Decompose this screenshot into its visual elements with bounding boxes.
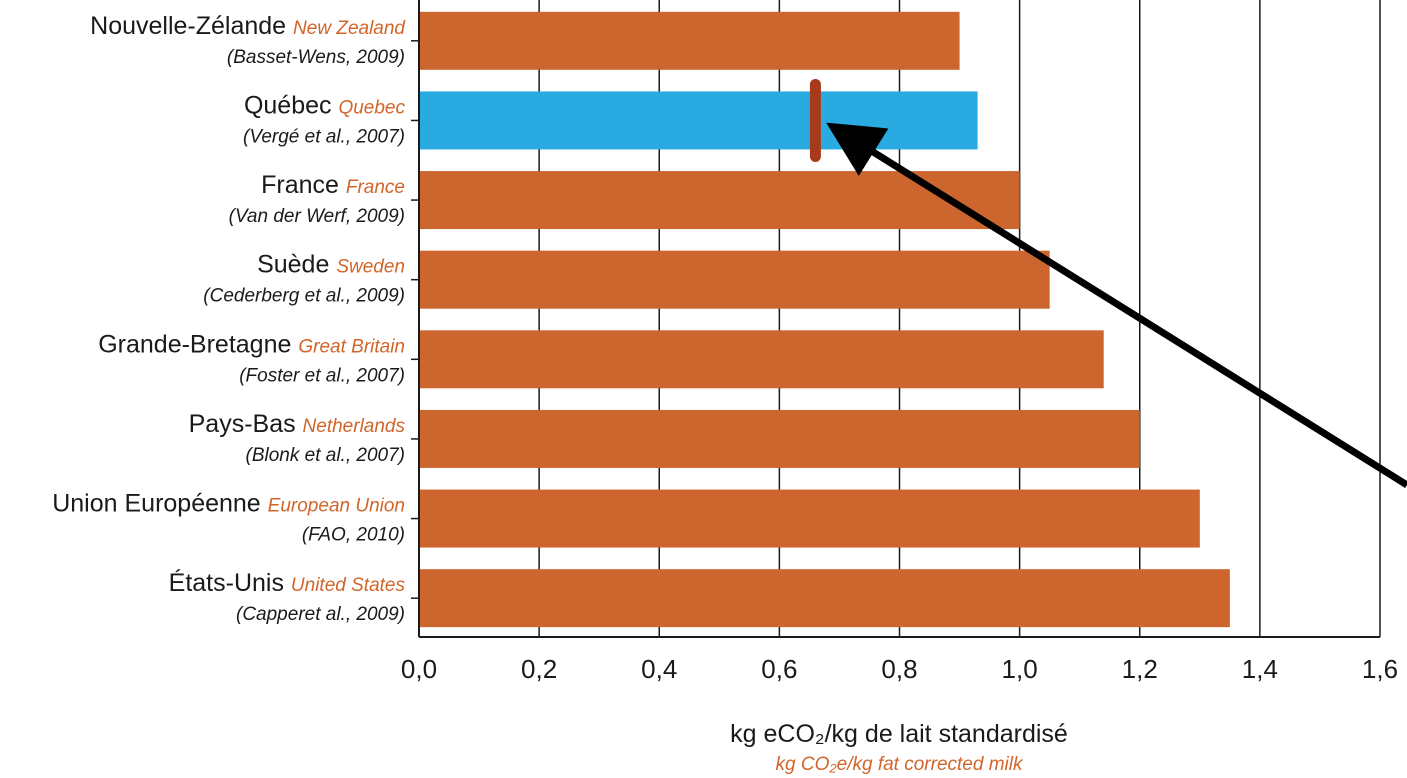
x-axis-title: kg eCO₂/kg de lait standardisé: [730, 720, 1068, 748]
category-label-english: Netherlands: [303, 416, 406, 437]
category-source: (Vergé et al., 2007): [243, 126, 405, 147]
x-tick-label: 1,6: [1362, 654, 1398, 684]
bar: [419, 409, 1140, 468]
category-label: Québec Quebec: [244, 91, 406, 119]
category-source: (Foster et al., 2007): [239, 365, 405, 386]
bars: [419, 11, 1230, 628]
category-label: États-Unis United States: [169, 568, 406, 597]
category-label-french: Pays-Bas: [189, 410, 303, 438]
category-label-french: États-Unis: [169, 568, 291, 597]
x-axis-title-english: kg CO₂e/kg fat corrected milk: [776, 754, 1024, 775]
x-tick-label: 0,8: [881, 654, 917, 684]
x-tick-label: 1,2: [1122, 654, 1158, 684]
category-source: (FAO, 2010): [302, 525, 405, 546]
category-label-french: Grande-Bretagne: [98, 330, 298, 358]
category-label-french: Québec: [244, 91, 339, 119]
category-label-english: Great Britain: [298, 336, 405, 357]
annotation: [809, 78, 1407, 488]
bar: [419, 250, 1050, 309]
category-label: Suède Sweden: [257, 251, 405, 279]
category-source: (Capperet al., 2009): [236, 604, 405, 625]
category-label: France France: [261, 171, 405, 199]
x-tick-label: 0,0: [401, 654, 437, 684]
bar: [419, 489, 1200, 548]
annotation-arrow: [826, 122, 1407, 488]
category-label-english: United States: [291, 575, 406, 596]
bar: [419, 569, 1230, 628]
category-label-english: Quebec: [338, 97, 405, 118]
category-label-french: Nouvelle-Zélande: [90, 12, 293, 40]
category-label-french: Suède: [257, 251, 336, 279]
category-source: (Van der Werf, 2009): [229, 206, 405, 227]
category-label: Union Européenne European Union: [52, 490, 405, 518]
x-tick-label: 0,2: [521, 654, 557, 684]
x-tick-label: 1,4: [1242, 654, 1278, 684]
category-label: Grande-Bretagne Great Britain: [98, 330, 405, 358]
category-source: (Basset-Wens, 2009): [227, 47, 405, 68]
x-tick-label: 0,4: [641, 654, 677, 684]
category-labels: Nouvelle-Zélande New Zealand (Basset-Wens…: [52, 12, 406, 625]
bar: [419, 11, 960, 70]
category-label: Pays-Bas Netherlands: [189, 410, 406, 438]
x-tick-label: 1,0: [1002, 654, 1038, 684]
category-label-english: France: [346, 177, 405, 198]
bar: [419, 91, 978, 150]
bar: [419, 330, 1104, 389]
x-axis: [411, 0, 1380, 638]
category-source: (Blonk et al., 2007): [246, 445, 405, 466]
category-label: Nouvelle-Zélande New Zealand: [90, 12, 406, 40]
x-tick-label: 0,6: [761, 654, 797, 684]
category-label-english: New Zealand: [293, 18, 406, 39]
category-label-english: European Union: [268, 496, 405, 517]
x-tick-labels: 0,0 0,2 0,4 0,6 0,8 1,0 1,2 1,4 1,6: [401, 654, 1398, 684]
category-label-french: Union Européenne: [52, 490, 267, 518]
category-label-english: Sweden: [336, 257, 405, 278]
bar: [419, 171, 1020, 230]
category-source: (Cederberg et al., 2009): [203, 286, 405, 307]
category-label-french: France: [261, 171, 346, 199]
